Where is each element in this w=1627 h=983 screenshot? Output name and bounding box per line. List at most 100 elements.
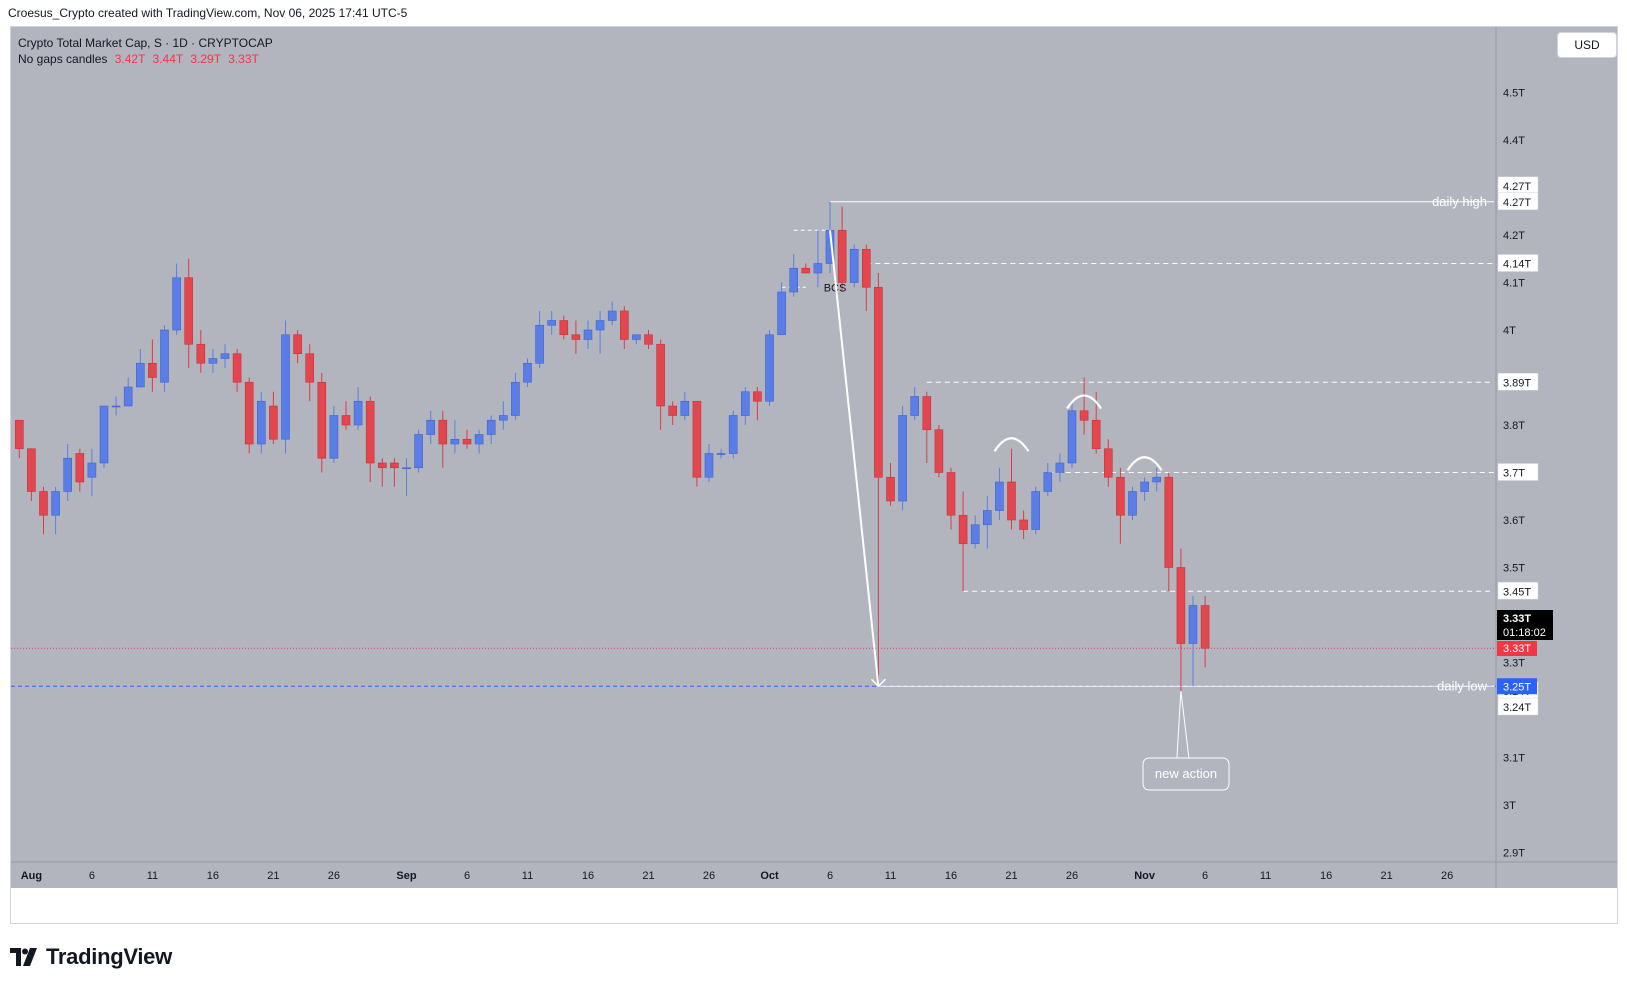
candle-body: [402, 467, 411, 470]
candle-body: [535, 324, 544, 364]
chart-frame: [10, 26, 1618, 924]
candle-body: [547, 320, 557, 326]
ohlc-close: 3.33T: [228, 52, 259, 66]
low-line-value: 3.25T: [1503, 681, 1531, 693]
candle-body: [837, 229, 847, 283]
bos-label: BCS: [824, 282, 847, 294]
x-tick-label: 26: [328, 870, 340, 882]
currency-selector[interactable]: USD: [1557, 32, 1617, 58]
bar-countdown: 01:18:02: [1503, 627, 1546, 639]
x-tick-label: 6: [827, 870, 833, 882]
candle-body: [728, 415, 738, 454]
y-tick-label: 4.4T: [1503, 135, 1525, 147]
candle-body: [160, 329, 169, 383]
drop-arrow: [829, 230, 880, 687]
candle-body: [1164, 476, 1174, 568]
x-tick-label: 6: [464, 870, 470, 882]
candle-body: [390, 462, 399, 469]
shoulder-arc-2: [1126, 456, 1163, 471]
x-tick-label: 26: [1441, 870, 1453, 882]
candle-body: [208, 358, 218, 364]
candle-body: [426, 419, 436, 435]
price-scale-background: [1496, 27, 1617, 862]
candle-body: [692, 400, 702, 478]
ohlc-low: 3.29T: [190, 52, 221, 66]
level-label-0: daily high: [1432, 194, 1487, 209]
candle-body: [656, 343, 665, 407]
x-tick-label: Oct: [760, 870, 779, 882]
time-scale-background: [11, 862, 1617, 888]
candle-body: [450, 438, 460, 445]
candle-body: [644, 334, 653, 345]
candle-body: [438, 419, 448, 445]
x-tick-label: 16: [1320, 870, 1332, 882]
symbol-legend[interactable]: Crypto Total Market Cap, S · 1D · CRYPTO…: [18, 35, 273, 67]
candle-body: [523, 362, 532, 383]
x-tick-label: 21: [1380, 870, 1392, 882]
candle-body: [1091, 419, 1101, 450]
x-tick-label: 11: [147, 870, 158, 882]
candle-body: [668, 405, 678, 416]
candle-body: [63, 457, 73, 492]
callout-pointer: [1176, 690, 1190, 759]
candle-body: [861, 248, 871, 288]
indicator-name: No gaps candles: [18, 52, 108, 66]
y-tick-label: 3.1T: [1503, 753, 1525, 765]
candle-body: [15, 419, 24, 450]
candle-body: [1116, 476, 1125, 516]
candle-body: [244, 381, 254, 445]
x-tick-label: 21: [642, 870, 654, 882]
candle-body: [789, 267, 799, 293]
candle-body: [136, 362, 145, 388]
y-tick-label: 3.5T: [1503, 563, 1525, 575]
candle-body: [305, 353, 315, 383]
candle-body: [922, 396, 932, 431]
callout-text: new action: [1155, 766, 1217, 781]
x-tick-label: 21: [1005, 870, 1017, 882]
price-axis: 4.5T 4.4T 4.27T 4.27T 4.2T 4.14T 4.1T 4T 3.89T 3.…: [1497, 88, 1553, 860]
candle-body: [898, 415, 907, 502]
y-tick-label: 4.2T: [1503, 230, 1525, 242]
y-tick-label: 2.9T: [1503, 848, 1525, 860]
y-tick-label: 4.27T: [1503, 181, 1531, 193]
candle-body: [753, 391, 762, 402]
y-tick-label: 4.14T: [1503, 259, 1531, 271]
candle-body: [75, 453, 85, 483]
candle-body: [704, 453, 714, 478]
shoulder-arc-0: [993, 437, 1030, 452]
y-tick-label: 3.45T: [1503, 586, 1531, 598]
candle-body: [220, 353, 230, 359]
low-line-badge: [1497, 678, 1537, 695]
candle-body: [970, 524, 980, 545]
x-tick-label: Nov: [1134, 870, 1156, 882]
candle-body: [27, 448, 36, 492]
ohlc-open: 3.42T: [114, 52, 146, 66]
level-label-5: daily low: [1437, 678, 1487, 693]
candle-body: [87, 462, 97, 478]
candle-body: [958, 514, 968, 545]
tradingview-brand[interactable]: TradingView: [10, 942, 172, 972]
y-tick-label: 4.27T: [1503, 197, 1531, 209]
time-axis: Aug 6 11 16 21 26 Sep 6 11 16 21 26 Oct 6 11 16 21 26 Nov 6…: [21, 870, 1454, 882]
candle-body: [1079, 410, 1089, 421]
candle-body: [571, 334, 581, 340]
candle-body: [511, 381, 520, 416]
indicator-legend: No gaps candles 3.42T 3.44T 3.29T 3.33T: [18, 51, 273, 67]
y-tick-label: 3.3T: [1503, 658, 1525, 670]
candle-body: [595, 320, 605, 331]
shoulder-arc-1: [1066, 394, 1103, 410]
candle-body: [281, 334, 290, 440]
candle-body: [1007, 481, 1016, 521]
ohlc-high: 3.44T: [152, 52, 184, 66]
candle-body: [1055, 462, 1065, 473]
y-tick-label: 3.6T: [1503, 515, 1525, 527]
symbol-title[interactable]: Crypto Total Market Cap, S · 1D · CRYPTO…: [18, 36, 273, 50]
candle-body: [51, 491, 60, 516]
candle-body: [232, 353, 242, 383]
candle-body: [886, 476, 895, 502]
x-tick-label: 11: [885, 870, 896, 882]
candle-body: [982, 510, 992, 526]
candle-body: [1176, 567, 1186, 644]
candle-body: [1031, 491, 1040, 530]
